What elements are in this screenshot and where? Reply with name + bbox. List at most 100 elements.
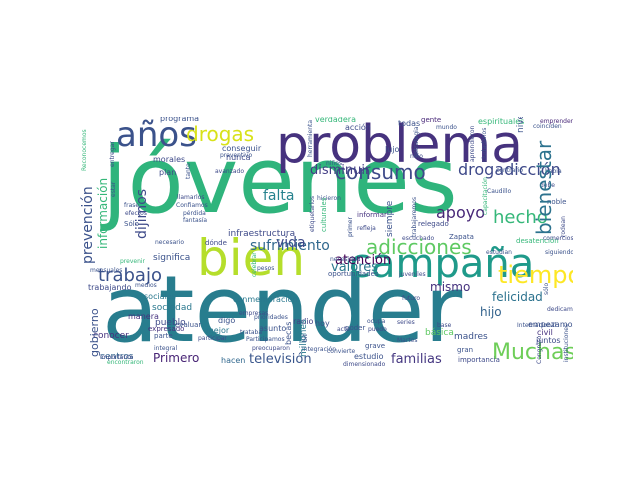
word-integracion: Integración bbox=[302, 346, 337, 353]
word-morales: morales bbox=[153, 155, 186, 164]
word-estudian: estudian bbox=[486, 249, 512, 256]
word-tanto: tanto bbox=[185, 163, 192, 179]
word-disminuir: disminuir bbox=[310, 163, 371, 178]
word-trabajo: trabajo bbox=[98, 265, 162, 286]
word-programa: programa bbox=[160, 117, 200, 123]
word-drogadiccion: drogadicción bbox=[458, 160, 561, 179]
word-juntos: juntos bbox=[536, 336, 561, 345]
word-informar: informar bbox=[357, 211, 387, 219]
word-coinciden: coinciden bbox=[533, 123, 562, 130]
word-dimensionado: dimensionado bbox=[343, 361, 386, 367]
word-comercios: comercios bbox=[543, 235, 573, 242]
word-desatencion: desatención bbox=[516, 237, 559, 245]
word-juveniles: juveniles bbox=[399, 271, 426, 278]
word-sociedad: sociedad bbox=[152, 303, 193, 313]
word-evaluar: evaluar bbox=[175, 321, 202, 329]
word-apoyo: apoyo bbox=[436, 203, 486, 222]
word-siguiendo: siguiendo bbox=[545, 249, 573, 256]
word-martes: Martes bbox=[397, 337, 418, 344]
word-nunca: nunca bbox=[226, 153, 251, 162]
word-culturales: culturales bbox=[320, 197, 328, 232]
word-relegado: relegado bbox=[418, 220, 449, 228]
word-anos: años bbox=[116, 117, 197, 155]
word-becas: becas bbox=[284, 321, 293, 345]
word-trataba: trataba bbox=[240, 329, 263, 336]
word-prevenir: prevenir bbox=[120, 258, 146, 265]
word-sociales: sociales bbox=[144, 292, 176, 301]
word-civil: civil bbox=[537, 328, 553, 337]
word-series: series bbox=[397, 319, 415, 326]
word-perdida: pérdida bbox=[183, 210, 206, 217]
word-gran: gran bbox=[457, 346, 474, 354]
word-contrario: contrario bbox=[496, 167, 524, 174]
word-estrategia: estrategia bbox=[413, 126, 420, 157]
word-problema: problema bbox=[276, 117, 524, 175]
word-nivel: nivel bbox=[516, 117, 526, 133]
word-ninos: niños bbox=[326, 160, 343, 167]
word-informacion: información bbox=[96, 177, 110, 249]
word-estudio: estudio bbox=[354, 352, 384, 361]
word-bienestar: bienestar bbox=[532, 140, 556, 235]
word-gobierno: gobierno bbox=[88, 308, 101, 357]
word-poder: poder bbox=[345, 324, 366, 332]
word-congreso: Congreso bbox=[536, 335, 543, 364]
word-solo: Sólo bbox=[124, 220, 139, 228]
word-conseguir: conseguir bbox=[222, 144, 262, 153]
word-campana: campaña bbox=[349, 241, 535, 287]
word-mundo: mundo bbox=[436, 124, 457, 131]
word-pesos: pesos bbox=[257, 265, 275, 272]
word-primer: primer bbox=[347, 217, 354, 237]
word-frase: frase bbox=[124, 202, 140, 209]
word-futuro: futuro bbox=[402, 295, 421, 302]
word-mejor: mejor bbox=[206, 326, 230, 335]
word-dedicamos: dedicamos bbox=[547, 306, 573, 313]
word-acto: acto bbox=[337, 326, 350, 333]
word-escuchado: escuchado bbox=[402, 235, 435, 242]
word-herramienta: herramienta bbox=[307, 119, 314, 157]
word-hicieron: hicieron bbox=[317, 195, 341, 202]
word-celebrar: celebrar bbox=[251, 252, 258, 277]
word-solo2: sólo bbox=[543, 282, 550, 295]
word-bien: bien bbox=[197, 229, 306, 287]
word-television: televisión bbox=[249, 352, 312, 366]
word-parte: parte bbox=[154, 332, 173, 340]
word-drogas: drogas bbox=[186, 122, 255, 146]
word-gente: gente bbox=[421, 117, 442, 124]
word-necesario: necesario bbox=[155, 239, 185, 246]
word-trabajaremos: trabajaremos bbox=[411, 197, 418, 237]
word-empresas: empresas bbox=[239, 310, 269, 317]
word-primero: Primero bbox=[153, 351, 200, 365]
word-oportunidades: oportunidades bbox=[328, 270, 379, 278]
word-trabajando: trabajando bbox=[88, 283, 132, 292]
word-lujo: lujo bbox=[385, 145, 400, 154]
word-ocupa: ocupa bbox=[367, 318, 386, 325]
word-encontraron: encontraron bbox=[107, 359, 144, 366]
word-debe: debe bbox=[540, 182, 555, 189]
word-sufrimiento: sufrimiento bbox=[250, 238, 330, 254]
word-convierte: convierte bbox=[327, 348, 356, 355]
word-hacen: hacen bbox=[221, 356, 246, 365]
word-conocer: conocer bbox=[93, 331, 129, 341]
word-vida: vida bbox=[276, 235, 306, 251]
word-participar: participar bbox=[198, 335, 227, 342]
word-hecho: hecho bbox=[493, 207, 548, 228]
word-zapata: Zapata bbox=[449, 233, 474, 241]
word-significa: significa bbox=[153, 253, 191, 263]
word-espirituales: espirituales bbox=[478, 117, 525, 126]
word-digo: digo bbox=[218, 316, 236, 325]
word-estar: estar bbox=[110, 181, 117, 197]
word-felicidad: felicidad bbox=[492, 290, 543, 304]
word-mismo: mismo bbox=[430, 280, 471, 294]
word-basica: básica bbox=[425, 328, 454, 338]
word-reconocemos: Reconocemos bbox=[81, 129, 88, 171]
word-dijimos: dijimos bbox=[134, 188, 150, 239]
word-consumo: consumo bbox=[335, 160, 426, 184]
word-rodean: rodean bbox=[560, 216, 567, 237]
word-plan: plan bbox=[159, 168, 177, 177]
word-muchas: Muchas bbox=[492, 340, 573, 365]
word-instituciones: instituciones bbox=[563, 323, 570, 362]
word-efectos: efectos bbox=[125, 210, 147, 217]
word-tiempo: tiempo bbox=[498, 261, 573, 289]
word-habia: había bbox=[545, 168, 562, 175]
word-necesidad: necesidad bbox=[330, 256, 361, 263]
